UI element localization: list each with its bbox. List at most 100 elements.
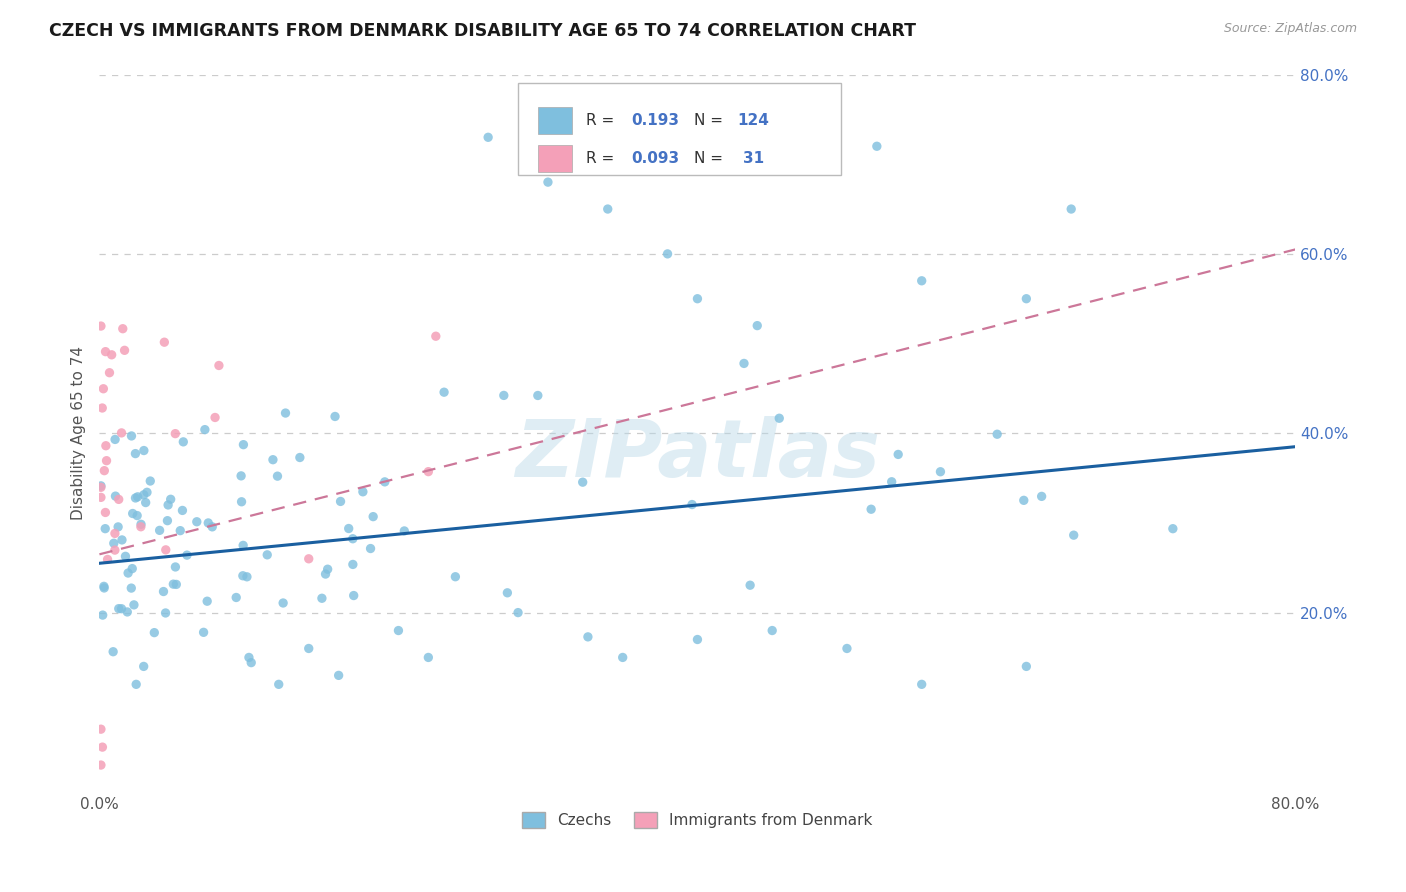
Text: 0.093: 0.093 xyxy=(631,151,679,166)
Point xyxy=(129,520,152,534)
Legend: Czechs, Immigrants from Denmark: Czechs, Immigrants from Denmark xyxy=(516,806,879,835)
Point xyxy=(444,570,467,584)
Point xyxy=(121,429,143,443)
Point xyxy=(323,409,346,424)
Point xyxy=(157,498,180,512)
Point xyxy=(274,406,297,420)
Point xyxy=(97,552,120,566)
Text: ZIPatlas: ZIPatlas xyxy=(515,416,880,494)
Point xyxy=(571,475,593,490)
Point xyxy=(114,343,136,358)
Point xyxy=(768,411,790,425)
Point xyxy=(125,677,148,691)
Point xyxy=(240,656,263,670)
Point xyxy=(194,423,217,437)
Point xyxy=(132,659,155,673)
Point xyxy=(152,584,174,599)
Point xyxy=(271,596,294,610)
Point xyxy=(316,562,339,576)
Point xyxy=(1015,292,1038,306)
Point xyxy=(107,492,129,507)
Point xyxy=(342,532,364,546)
Point xyxy=(337,522,360,536)
Point xyxy=(90,491,112,505)
Point xyxy=(298,641,321,656)
Text: R =: R = xyxy=(586,151,619,166)
Point xyxy=(201,520,224,534)
Point xyxy=(143,625,166,640)
Point xyxy=(149,524,172,538)
Point xyxy=(91,401,114,415)
Text: 124: 124 xyxy=(737,113,769,128)
Point xyxy=(492,388,515,402)
Point xyxy=(104,489,127,503)
Point xyxy=(90,722,112,736)
Point xyxy=(418,465,440,479)
Point xyxy=(256,548,278,562)
Point xyxy=(866,139,889,153)
Point xyxy=(425,329,447,343)
Point xyxy=(477,130,499,145)
Point xyxy=(311,591,333,606)
Point xyxy=(328,668,350,682)
Text: 0.193: 0.193 xyxy=(631,113,679,128)
Point xyxy=(506,606,529,620)
Point xyxy=(1015,659,1038,673)
Point xyxy=(110,601,132,615)
Point xyxy=(165,426,187,441)
Point xyxy=(232,538,254,552)
Point xyxy=(298,551,321,566)
Point xyxy=(156,514,179,528)
Point xyxy=(496,586,519,600)
Point xyxy=(352,484,374,499)
Point xyxy=(387,624,409,638)
Point xyxy=(176,548,198,562)
Point xyxy=(186,515,208,529)
Point xyxy=(90,319,112,334)
Point xyxy=(266,469,288,483)
Point xyxy=(236,570,259,584)
Point xyxy=(686,632,709,647)
Point xyxy=(740,578,762,592)
Text: CZECH VS IMMIGRANTS FROM DENMARK DISABILITY AGE 65 TO 74 CORRELATION CHART: CZECH VS IMMIGRANTS FROM DENMARK DISABIL… xyxy=(49,22,917,40)
Point xyxy=(418,650,440,665)
Point xyxy=(911,274,934,288)
Point xyxy=(329,494,352,508)
Point xyxy=(93,581,115,595)
Point xyxy=(155,606,177,620)
Point xyxy=(136,485,159,500)
Point xyxy=(165,577,187,591)
Point xyxy=(361,509,384,524)
Text: 31: 31 xyxy=(742,151,763,166)
Point xyxy=(124,447,146,461)
Point xyxy=(159,492,181,507)
Point xyxy=(122,598,145,612)
Point xyxy=(860,502,883,516)
Point xyxy=(229,468,252,483)
Point xyxy=(93,464,115,478)
Point xyxy=(165,560,187,574)
Point xyxy=(124,491,146,505)
Text: N =: N = xyxy=(693,113,728,128)
Point xyxy=(880,475,903,489)
FancyBboxPatch shape xyxy=(538,145,572,172)
Point xyxy=(232,437,254,451)
Point xyxy=(315,567,337,582)
Point xyxy=(107,601,129,615)
Point xyxy=(360,541,382,556)
Point xyxy=(433,385,456,400)
Point xyxy=(129,517,152,532)
Point xyxy=(1161,522,1184,536)
Point xyxy=(90,758,112,772)
Point xyxy=(527,388,550,402)
Point xyxy=(98,366,121,380)
Point xyxy=(747,318,769,333)
Point xyxy=(204,410,226,425)
Point xyxy=(127,508,149,523)
Point xyxy=(120,581,142,595)
FancyBboxPatch shape xyxy=(538,107,572,134)
Point xyxy=(208,359,231,373)
Point xyxy=(153,335,176,350)
Point xyxy=(91,740,114,755)
Point xyxy=(231,495,253,509)
